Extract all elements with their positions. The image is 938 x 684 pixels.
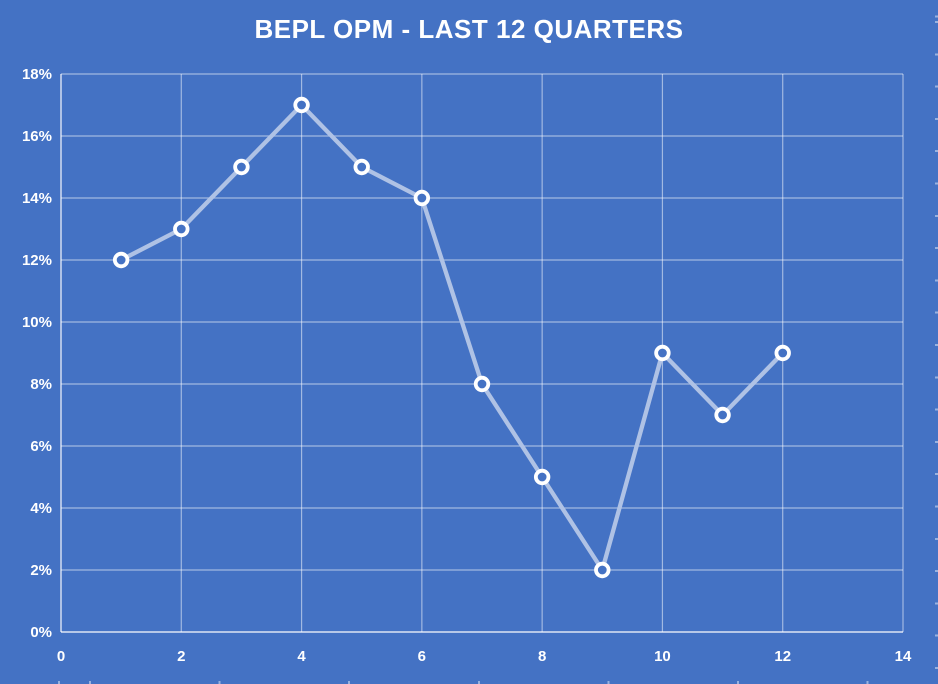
x-tick-label: 6: [418, 648, 426, 665]
spreadsheet-gridlines-right: [935, 0, 938, 684]
data-point-marker: [654, 344, 671, 362]
x-tick-label: 12: [774, 648, 791, 665]
data-point-marker: [413, 189, 431, 207]
data-point-marker: [173, 220, 190, 238]
spreadsheet-gridlines-bottom: [0, 681, 938, 684]
x-tick-label: 14: [895, 648, 912, 665]
y-tick-label: 10%: [22, 314, 52, 331]
y-tick-label: 8%: [30, 376, 52, 393]
y-tick-label: 12%: [22, 252, 52, 269]
data-point-marker: [714, 406, 731, 424]
series-line: [118, 102, 785, 573]
data-point-marker: [594, 561, 611, 579]
chart-title: BEPL OPM - LAST 12 QUARTERS: [254, 14, 684, 44]
data-point-marker: [112, 251, 130, 269]
y-tick-label: 16%: [22, 128, 52, 145]
y-tick-label: 2%: [30, 562, 52, 579]
x-tick-label: 10: [654, 648, 671, 665]
data-point-marker: [353, 158, 370, 176]
y-tick-label: 6%: [30, 438, 52, 455]
data-point-marker: [473, 375, 491, 393]
y-tick-label: 0%: [30, 624, 52, 641]
data-point-marker: [233, 158, 250, 176]
data-point-marker: [533, 468, 551, 486]
x-tick-label: 8: [538, 648, 546, 665]
data-point-marker: [774, 344, 791, 362]
y-tick-label: 18%: [22, 66, 52, 83]
x-tick-label: 2: [177, 648, 185, 665]
y-tick-label: 14%: [22, 190, 52, 207]
x-tick-label: 4: [297, 648, 306, 665]
y-tick-label: 4%: [30, 500, 52, 517]
x-tick-label: 0: [57, 648, 65, 665]
data-point-marker: [293, 96, 310, 114]
